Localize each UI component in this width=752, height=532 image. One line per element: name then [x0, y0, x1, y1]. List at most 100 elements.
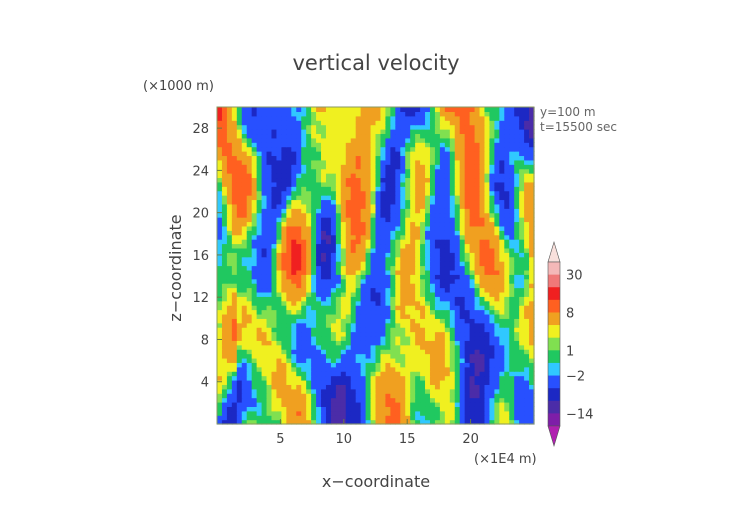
heatmap-cell — [261, 230, 268, 236]
heatmap-cell — [390, 401, 396, 407]
heatmap-cell — [420, 344, 426, 350]
heatmap-cell — [256, 243, 263, 249]
heatmap-cell — [420, 212, 426, 218]
heatmap-cell — [514, 239, 520, 245]
heatmap-cell — [355, 419, 362, 425]
heatmap-cell — [385, 305, 391, 311]
heatmap-cell — [434, 107, 441, 112]
heatmap-cell — [236, 322, 243, 328]
heatmap-cell — [296, 133, 302, 139]
heatmap-cell — [390, 313, 396, 319]
heatmap-cell — [321, 203, 327, 209]
heatmap-cell — [429, 335, 436, 341]
heatmap-cell — [321, 120, 327, 126]
heatmap-cell — [415, 362, 421, 368]
heatmap-cell — [509, 133, 515, 139]
heatmap-cell — [281, 366, 287, 372]
heatmap-cell — [246, 208, 253, 214]
heatmap-cell — [504, 397, 510, 403]
heatmap-cell — [459, 353, 466, 359]
heatmap-cell — [246, 217, 253, 223]
heatmap-cell — [276, 159, 282, 165]
heatmap-cell — [271, 335, 278, 341]
heatmap-cell — [375, 221, 382, 227]
heatmap-cell — [405, 379, 411, 385]
heatmap-cell — [330, 107, 337, 112]
heatmap-cell — [296, 195, 302, 201]
heatmap-cell — [321, 388, 327, 394]
heatmap-cell — [306, 177, 312, 183]
heatmap-cell — [330, 151, 337, 157]
heatmap-cell — [236, 362, 243, 368]
heatmap-cell — [509, 344, 515, 350]
heatmap-cell — [345, 393, 352, 399]
heatmap-cell — [301, 379, 307, 385]
heatmap-cell — [439, 397, 446, 403]
heatmap-cell — [444, 305, 451, 311]
heatmap-cell — [390, 375, 396, 381]
heatmap-cell — [444, 344, 451, 350]
heatmap-cell — [509, 384, 515, 390]
heatmap-cell — [365, 283, 372, 289]
heatmap-cell — [380, 217, 386, 223]
heatmap-cell — [439, 309, 446, 315]
heatmap-cell — [454, 291, 461, 297]
heatmap-cell — [415, 221, 421, 227]
heatmap-cell — [365, 291, 372, 297]
colorbar-swatch — [548, 375, 560, 389]
heatmap-cell — [306, 327, 312, 333]
heatmap-cell — [350, 155, 357, 161]
heatmap-cell — [434, 265, 441, 271]
heatmap-cell — [226, 177, 233, 183]
heatmap-cell — [519, 230, 525, 236]
heatmap-cell — [325, 291, 332, 297]
heatmap-cell — [494, 366, 500, 372]
heatmap-cell — [345, 322, 352, 328]
heatmap-cell — [266, 208, 273, 214]
heatmap-cell — [350, 410, 357, 416]
heatmap-cell — [390, 300, 396, 306]
heatmap-cell — [221, 221, 228, 227]
heatmap-cell — [296, 212, 302, 218]
heatmap-cell — [345, 287, 352, 293]
heatmap-cell — [345, 357, 352, 363]
heatmap-cell — [380, 124, 386, 130]
heatmap-cell — [524, 371, 530, 377]
heatmap-cell — [321, 247, 327, 253]
heatmap-cell — [439, 410, 446, 416]
heatmap-cell — [321, 221, 327, 227]
heatmap-cell — [360, 300, 367, 306]
heatmap-cell — [385, 107, 391, 112]
heatmap-cell — [469, 164, 476, 170]
heatmap-cell — [489, 291, 495, 297]
heatmap-cell — [281, 371, 287, 377]
heatmap-cell — [236, 313, 243, 319]
heatmap-cell — [504, 124, 510, 130]
heatmap-cell — [340, 129, 347, 135]
heatmap-cell — [311, 305, 317, 311]
heatmap-cell — [469, 353, 476, 359]
heatmap-cell — [330, 208, 337, 214]
heatmap-cell — [479, 357, 486, 363]
heatmap-cell — [499, 256, 505, 262]
heatmap-cell — [256, 274, 263, 280]
heatmap-cell — [286, 177, 292, 183]
heatmap-cell — [365, 278, 372, 284]
heatmap-cell — [375, 164, 382, 170]
heatmap-cell — [469, 177, 476, 183]
heatmap-cell — [266, 177, 273, 183]
heatmap-cell — [425, 190, 431, 196]
heatmap-cell — [390, 388, 396, 394]
heatmap-cell — [271, 313, 278, 319]
heatmap-cell — [360, 243, 367, 249]
heatmap-cell — [355, 335, 362, 341]
heatmap-cell — [321, 137, 327, 143]
heatmap-cell — [494, 353, 500, 359]
heatmap-cell — [434, 327, 441, 333]
heatmap-cell — [345, 362, 352, 368]
heatmap-cell — [519, 168, 525, 174]
heatmap-cell — [325, 247, 332, 253]
heatmap-cell — [321, 309, 327, 315]
heatmap-cell — [261, 129, 268, 135]
heatmap-cell — [360, 269, 367, 275]
